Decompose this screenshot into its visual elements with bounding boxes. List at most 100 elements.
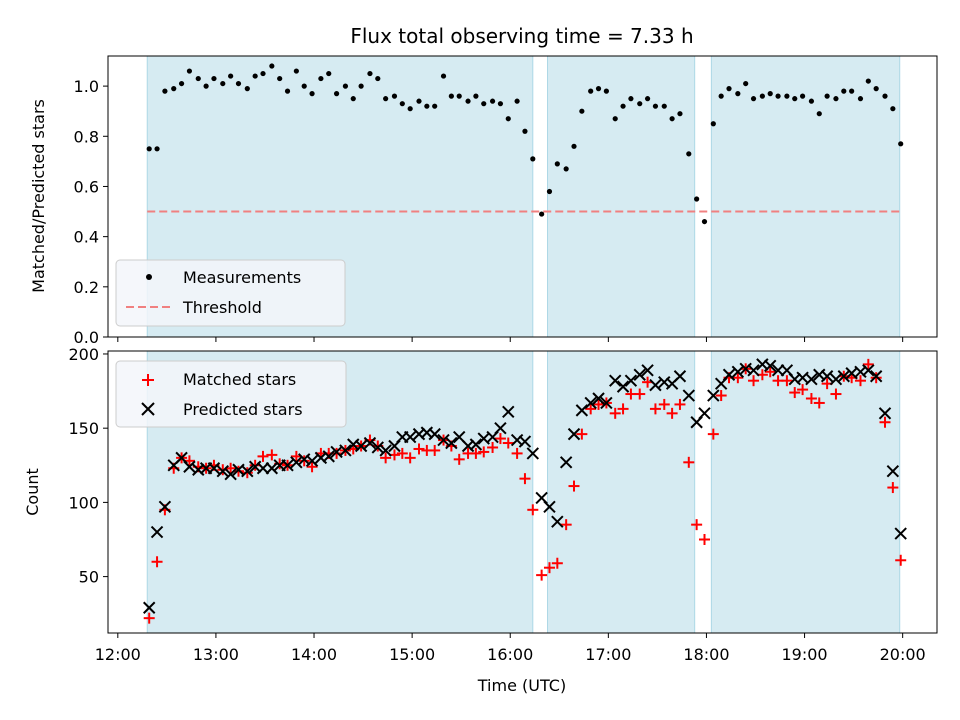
measurement-point [162,88,168,94]
predicted-star-point-b [567,427,581,441]
observing-window-2 [547,55,696,338]
y-tick-label: 0.4 [74,228,99,247]
x-tick-label: 15:00 [389,645,435,664]
measurement-points [146,63,904,225]
predicted-star-point-b [609,374,622,387]
matched-star-point [617,403,629,415]
matched-star-point [797,384,809,396]
measurement-point [277,75,283,82]
measurement-point [211,75,217,82]
measurement-point [603,88,609,94]
x-tick-label: 18:00 [683,645,729,664]
predicted-star-point-b [445,436,458,450]
x-axis-label: Time (UTC) [477,676,566,695]
measurement-point [759,93,765,99]
predicted-star-point [494,421,507,435]
measurement-point [686,151,692,157]
predicted-star-point-b [281,459,294,472]
predicted-star-point-b [673,370,687,383]
measurement-point [849,88,855,94]
ratio-panel-y-ticks: 0.0 0.2 0.4 0.6 0.8 1.0 [74,77,108,347]
predicted-star-point-b [600,396,613,410]
predicted-star-point-b [241,465,254,478]
predicted-star-point-b [862,364,875,377]
predicted-star-point-b [722,368,736,381]
y-tick-label: 50 [79,568,99,587]
predicted-star-point-b [158,500,172,514]
predicted-star-point [142,601,156,614]
predicted-star-point-b [322,450,335,463]
predicted-star-point-b [747,364,760,377]
measurement-point [588,88,594,94]
predicted-star-point [584,396,597,410]
matched-star-point [649,403,661,415]
count-panel: 50 100 150 200 12:00 13:00 14:00 15:00 16:00 17:… [23,345,938,695]
measurement-point [637,101,643,107]
predicted-star-point-b [175,451,188,465]
predicted-star-point [649,378,662,392]
predicted-star-point-b [641,364,654,377]
predicted-star-point-b [256,462,270,475]
measurement-point [563,166,569,172]
matched-star-point [715,390,727,402]
predicted-star-point-b [207,462,221,475]
predicted-star-point-b [780,364,794,377]
matched-star-point [543,562,555,574]
matched-star-point [536,569,548,581]
measurement-point [743,80,749,87]
matched-star-point [551,557,563,569]
predicted-star-point-b [682,389,695,402]
predicted-star-point-b [518,435,532,448]
predicted-star-point-b [477,432,490,445]
x-tick-label: 13:00 [193,645,239,664]
predicted-star-point-b [551,515,564,528]
predicted-star-point-b [788,372,801,386]
predicted-star-point [886,465,900,478]
measurement-point [554,161,560,167]
measurement-point [710,121,716,127]
matched-star-point [470,447,482,459]
predicted-star-point [445,436,458,450]
matched-star-point [568,480,580,492]
legend-predicted-marker [141,402,155,416]
matched-star-point [241,467,253,479]
legend-matched-marker [142,374,154,386]
ratio-panel-x-ticks [117,337,904,342]
matched-star-point [805,392,817,404]
measurement-point [522,128,528,134]
measurement-point [571,143,577,149]
count-panel-legend: Matched stars Predicted stars [115,360,347,428]
predicted-star-point [322,450,335,463]
matched-star-point [585,403,597,415]
ratio-panel-frame [107,55,938,338]
matched-star-point [764,366,776,378]
predicted-star-point-b [216,465,229,478]
matched-star-point [698,533,710,545]
ratio-panel-y-label: Matched/Predicted stars [29,99,48,293]
matched-star-point [732,372,744,384]
matched-star-point [854,375,866,387]
measurement-point [154,146,160,152]
predicted-star-point-b [330,445,343,459]
x-tick-label: 17:00 [585,645,631,664]
measurement-point [195,75,201,82]
predicted-star-point-b [412,427,426,441]
y-tick-label: 0.0 [74,328,99,347]
matched-star-point [453,453,465,465]
predicted-star-point-b [584,396,597,410]
matched-star-point [666,407,678,419]
matched-star-point [658,398,670,410]
predicted-star-point [290,456,303,469]
predicted-star-point-b [371,441,385,454]
measurement-point [465,98,471,104]
x-tick-label: 12:00 [95,645,141,664]
predicted-star-point-b [339,444,352,457]
matched-star-point [306,461,318,473]
predicted-star-point-b [494,421,507,435]
predicted-star-point [265,462,279,475]
matched-star-point [748,375,760,387]
predicted-star-point [518,435,532,448]
predicted-star-point [616,380,630,393]
matched-star-point [502,437,514,449]
predicted-star-point-b [437,433,450,447]
